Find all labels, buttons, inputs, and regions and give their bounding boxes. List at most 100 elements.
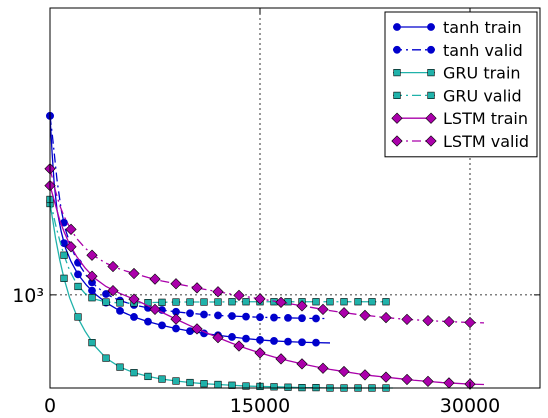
x-tick-label: 0 [44, 395, 56, 417]
data-point [298, 314, 306, 323]
series-line-gru-train [49, 203, 393, 389]
data-point [401, 373, 413, 386]
data-point [354, 298, 362, 306]
data-point [65, 241, 77, 253]
data-point [158, 298, 166, 306]
series-lstm-train [44, 179, 485, 390]
data-point [242, 298, 250, 306]
data-point [116, 363, 124, 371]
data-point [380, 371, 392, 383]
data-point [88, 294, 96, 302]
data-point [317, 303, 329, 316]
data-point [107, 285, 119, 297]
legend: tanh train tanh valid GRU train GRU valid LS… [384, 11, 538, 158]
data-point [116, 299, 124, 307]
data-point [338, 307, 350, 319]
data-point [149, 273, 161, 285]
data-point [284, 313, 292, 322]
data-point [107, 260, 119, 273]
legend-marker [393, 45, 401, 54]
data-point [296, 358, 308, 370]
legend-marker [427, 69, 435, 77]
data-point [401, 313, 413, 326]
data-point [172, 324, 180, 333]
data-point [212, 286, 224, 298]
data-point [172, 377, 180, 385]
data-point [270, 337, 278, 345]
data-point [60, 251, 68, 259]
data-point [86, 270, 98, 282]
data-point [214, 311, 222, 320]
data-point [212, 331, 224, 344]
series-line-lstm-valid [49, 168, 485, 324]
series-line-tanh-train [49, 115, 331, 344]
legend-box [384, 11, 538, 158]
data-point [359, 369, 371, 381]
data-point [228, 312, 236, 320]
legend-label: LSTM valid [443, 132, 529, 151]
series-layer [44, 111, 485, 392]
data-point [170, 278, 182, 290]
x-tick-label: 15000 [230, 395, 290, 417]
data-point [170, 313, 182, 325]
data-point [116, 306, 124, 315]
data-point [275, 296, 287, 308]
data-point [200, 310, 208, 319]
legend-marker [427, 45, 435, 54]
data-point [149, 303, 161, 316]
data-point [128, 293, 140, 305]
series-lstm-valid [44, 163, 485, 329]
data-point [254, 293, 266, 305]
data-point [382, 298, 390, 306]
legend-entry-gru-train: GRU train [393, 64, 521, 83]
series-gru-train [46, 199, 393, 392]
tick-layer: 0 15000 30000 10³ [12, 8, 540, 417]
data-point [228, 298, 236, 306]
data-point [102, 298, 110, 306]
series-line-lstm-train [49, 185, 485, 386]
data-point [74, 313, 82, 321]
legend-marker [391, 112, 403, 124]
data-point [214, 380, 222, 389]
data-point [200, 380, 208, 388]
y-tick-label: 10³ [12, 285, 44, 307]
legend-entry-tanh-train: tanh train [393, 18, 522, 37]
data-point [128, 267, 140, 280]
data-point [254, 347, 266, 359]
data-point [233, 340, 245, 352]
data-point [284, 337, 292, 346]
legend-marker [427, 23, 435, 31]
data-point [233, 289, 245, 302]
data-point [312, 338, 320, 347]
data-point [172, 298, 180, 306]
data-point [298, 338, 306, 347]
data-point [464, 316, 476, 329]
data-point [228, 333, 236, 341]
data-point [296, 300, 308, 312]
data-point [256, 336, 264, 344]
data-point [74, 282, 82, 291]
legend-marker [391, 135, 403, 147]
legend-entry-lstm-valid: LSTM valid [391, 132, 529, 151]
legend-label: GRU train [443, 64, 521, 83]
data-point [200, 298, 208, 306]
data-point [270, 313, 278, 322]
data-point [326, 298, 334, 306]
x-tick-label: 30000 [440, 395, 500, 417]
data-point [144, 372, 152, 381]
data-point [86, 249, 98, 261]
data-point [359, 309, 371, 322]
data-point [102, 290, 110, 298]
data-point [130, 369, 138, 377]
data-point [130, 313, 138, 321]
legend-label: tanh train [443, 18, 522, 37]
data-point [214, 298, 222, 306]
data-point [312, 298, 320, 306]
legend-label: LSTM train [443, 109, 528, 128]
data-point [270, 383, 278, 391]
data-point [284, 383, 292, 391]
data-point [443, 377, 455, 389]
data-point [186, 298, 194, 306]
series-line-tanh-valid [49, 115, 325, 320]
